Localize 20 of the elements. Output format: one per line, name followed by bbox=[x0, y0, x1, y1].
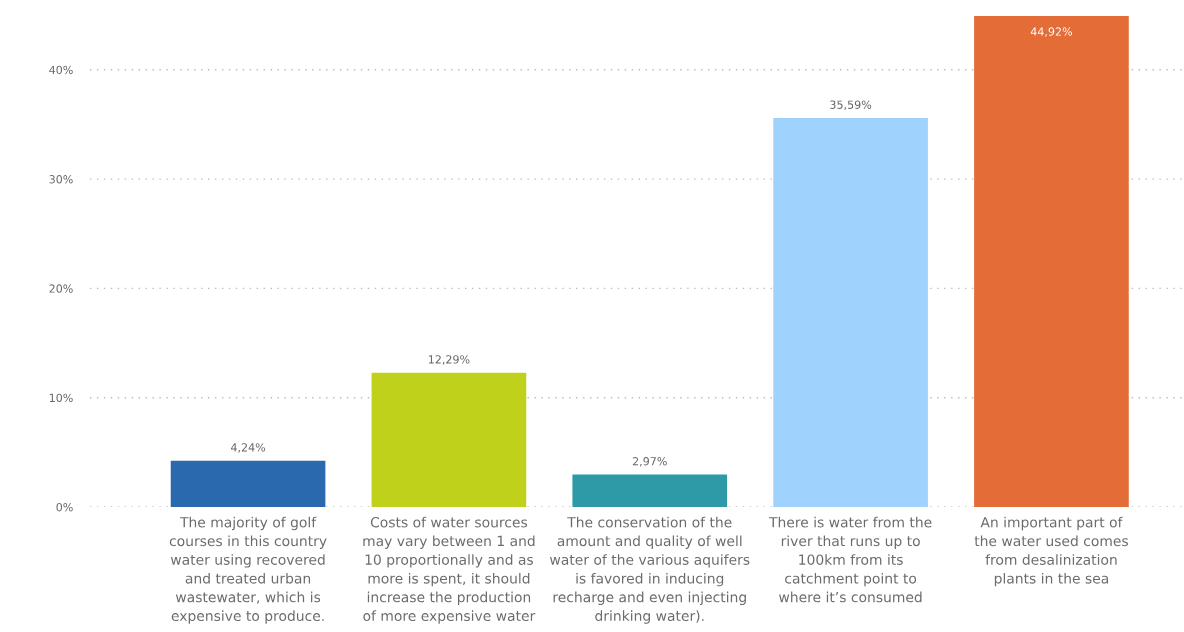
x-tick-label: The conservation of the amount and quality of well water of the various aquifers is favored in inducing recharge and even injecting drinking water). bbox=[550, 516, 750, 624]
y-tick-label: 40% bbox=[49, 65, 73, 75]
y-tick-label: 20% bbox=[49, 284, 73, 293]
data-label: 4,24% bbox=[230, 443, 266, 453]
data-label: 44,92% bbox=[1030, 27, 1073, 37]
bar bbox=[773, 117, 928, 507]
data-label: 35,59% bbox=[830, 100, 872, 111]
bar bbox=[974, 16, 1129, 507]
data-label: 2,97% bbox=[632, 457, 667, 467]
data-label: 12,29% bbox=[428, 355, 470, 365]
x-tick-label: An important part of the water used comes from desalinization plants in the sea bbox=[974, 516, 1128, 587]
y-tick-label: 0% bbox=[56, 502, 73, 512]
x-tick-label: There is water from the river that runs up to 100km from its catchment point to where it’s consumed bbox=[768, 516, 932, 603]
y-tick-label: 10% bbox=[49, 393, 73, 403]
x-tick-label: Costs of water sources may vary between 1 and 10 proportionally and as more is spent, it should increase the production of more expensive water bbox=[363, 516, 536, 624]
bar bbox=[371, 372, 527, 507]
y-tick-label: 30% bbox=[49, 175, 73, 184]
bar bbox=[572, 474, 728, 507]
x-tick-label: The majority of golf courses in this country water using recovered and treated urban wastewater, which is expensive to produce. bbox=[169, 516, 327, 624]
bar bbox=[170, 460, 326, 507]
